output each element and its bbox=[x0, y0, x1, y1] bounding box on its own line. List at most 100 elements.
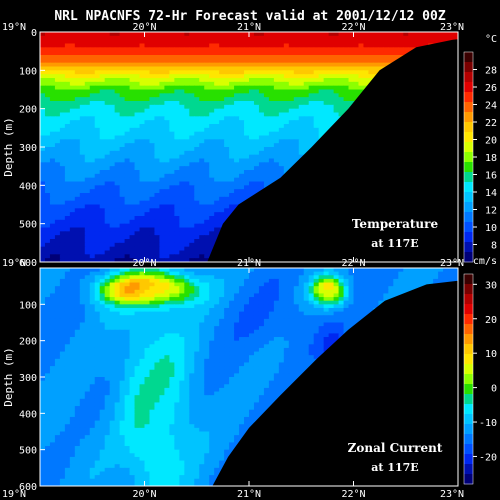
field-cell bbox=[44, 166, 51, 171]
field-cell bbox=[119, 196, 126, 202]
field-cell bbox=[139, 204, 146, 209]
field-cell bbox=[174, 193, 180, 198]
field-cell bbox=[189, 208, 195, 213]
field-cell bbox=[403, 51, 409, 56]
field-cell bbox=[89, 239, 96, 244]
field-cell bbox=[69, 32, 76, 37]
field-cell bbox=[159, 250, 166, 255]
field-cell bbox=[169, 170, 175, 175]
field-cell bbox=[199, 39, 205, 45]
field-cell bbox=[244, 101, 250, 106]
field-cell bbox=[278, 93, 285, 98]
field-cell bbox=[164, 58, 170, 64]
field-cell bbox=[104, 70, 111, 75]
field-cell bbox=[49, 227, 56, 232]
field-cell bbox=[124, 196, 131, 202]
field-cell bbox=[204, 101, 210, 106]
field-cell bbox=[109, 231, 116, 236]
field-cell bbox=[69, 135, 76, 140]
field-cell bbox=[129, 158, 136, 163]
field-cell bbox=[288, 58, 295, 64]
field-cell bbox=[234, 47, 240, 52]
field-cell bbox=[79, 124, 86, 129]
field-cell bbox=[134, 116, 141, 121]
field-cell bbox=[204, 70, 210, 75]
field-cell bbox=[184, 55, 190, 60]
field-cell bbox=[64, 85, 71, 91]
field-cell bbox=[283, 35, 290, 41]
field-cell bbox=[209, 116, 215, 121]
field-cell bbox=[129, 32, 136, 37]
field-cell bbox=[59, 135, 66, 140]
field-cell bbox=[204, 120, 210, 125]
field-cell bbox=[219, 101, 225, 106]
field-cell bbox=[144, 227, 151, 232]
field-cell bbox=[298, 150, 305, 156]
field-cell bbox=[219, 131, 225, 137]
field-cell bbox=[144, 200, 151, 206]
field-cell bbox=[323, 39, 330, 45]
field-cell bbox=[333, 93, 340, 98]
field-cell bbox=[134, 227, 141, 232]
field-cell bbox=[174, 143, 180, 148]
field-cell bbox=[144, 58, 151, 64]
field-cell bbox=[318, 127, 325, 133]
field-cell bbox=[298, 32, 305, 37]
field-cell bbox=[139, 212, 146, 217]
field-cell bbox=[234, 135, 240, 140]
field-cell bbox=[194, 231, 200, 236]
field-cell bbox=[40, 173, 46, 179]
field-cell bbox=[244, 154, 250, 160]
field-cell bbox=[204, 74, 210, 79]
field-cell bbox=[244, 124, 250, 129]
field-cell bbox=[323, 55, 330, 60]
field-cell bbox=[308, 62, 315, 68]
field-cell bbox=[249, 58, 255, 64]
field-cell bbox=[154, 131, 161, 137]
field-cell bbox=[40, 242, 46, 248]
field-cell bbox=[134, 139, 141, 144]
field-cell bbox=[154, 166, 161, 171]
field-cell bbox=[54, 120, 61, 125]
field-cell bbox=[149, 39, 156, 45]
field-cell bbox=[353, 85, 360, 91]
field-cell bbox=[318, 97, 325, 102]
field-cell bbox=[194, 208, 200, 213]
field-cell bbox=[403, 39, 409, 45]
field-cell bbox=[159, 135, 166, 140]
field-cell bbox=[84, 43, 91, 48]
field-cell bbox=[169, 196, 175, 202]
field-cell bbox=[94, 254, 101, 259]
field-cell bbox=[288, 101, 295, 106]
field-cell bbox=[124, 32, 131, 37]
field-cell bbox=[278, 97, 285, 102]
field-cell bbox=[283, 135, 290, 140]
field-cell bbox=[179, 97, 185, 102]
field-cell bbox=[229, 43, 235, 48]
field-cell bbox=[229, 143, 235, 148]
field-cell bbox=[313, 70, 320, 75]
field-cell bbox=[114, 166, 121, 171]
field-cell bbox=[124, 158, 131, 163]
field-cell bbox=[119, 143, 126, 148]
field-cell bbox=[40, 239, 46, 244]
field-cell bbox=[124, 189, 131, 194]
field-cell bbox=[139, 58, 146, 64]
field-cell bbox=[59, 193, 66, 198]
field-cell bbox=[358, 55, 365, 60]
field-cell bbox=[104, 78, 111, 83]
field-cell bbox=[154, 97, 161, 102]
field-cell bbox=[288, 51, 295, 56]
field-cell bbox=[109, 166, 116, 171]
field-cell bbox=[139, 112, 146, 117]
field-cell bbox=[239, 143, 245, 148]
field-cell bbox=[94, 101, 101, 106]
field-cell bbox=[69, 250, 76, 255]
field-cell bbox=[258, 108, 265, 114]
field-cell bbox=[54, 235, 61, 240]
field-cell bbox=[383, 47, 389, 52]
field-cell bbox=[89, 39, 96, 45]
field-cell bbox=[139, 173, 146, 179]
field-cell bbox=[144, 258, 151, 262]
field-cell bbox=[134, 47, 141, 52]
